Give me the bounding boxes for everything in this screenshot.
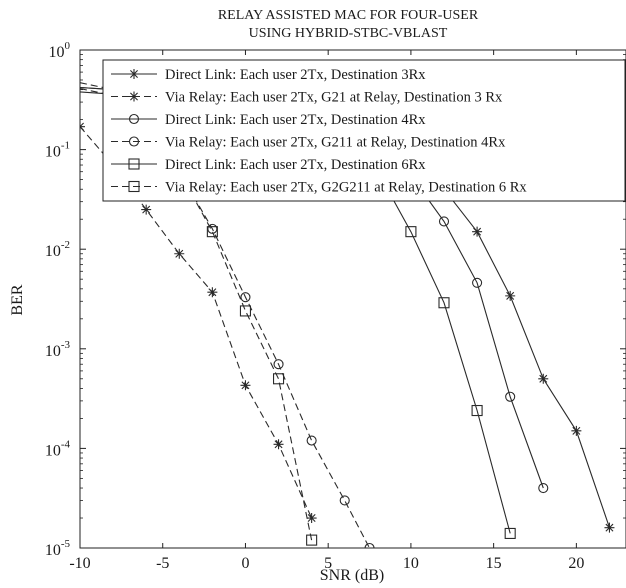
legend: Direct Link: Each user 2Tx, Destination … [102, 59, 626, 202]
data-point [128, 158, 140, 170]
chart-title-line-1: RELAY ASSISTED MAC FOR FOUR-USER [218, 8, 479, 23]
data-point [364, 542, 375, 548]
x-tick-label: 5 [324, 555, 332, 572]
data-point [306, 435, 317, 446]
data-point [273, 359, 284, 370]
data-point [141, 204, 152, 215]
data-point [505, 391, 516, 402]
legend-label: Via Relay: Each user 2Tx, G211 at Relay,… [165, 135, 506, 151]
data-point [472, 226, 483, 237]
data-point [206, 226, 218, 238]
data-point [129, 91, 139, 102]
data-point [538, 373, 549, 384]
legend-item: Via Relay: Each user 2Tx, G211 at Relay,… [111, 135, 506, 151]
plot-frame [79, 49, 626, 549]
y-tick-label: 10-5 [45, 538, 71, 559]
legend-item: Direct Link: Each user 2Tx, Destination … [111, 67, 426, 83]
legend-label: Direct Link: Each user 2Tx, Destination … [165, 157, 426, 173]
data-point [438, 297, 450, 309]
y-axis-label: BER [9, 284, 26, 315]
x-tick-label: 15 [486, 555, 502, 572]
data-point [128, 113, 140, 125]
data-point [472, 277, 483, 288]
y-tick-label: 10-2 [45, 239, 70, 260]
x-axis-label: SNR (dB) [320, 567, 384, 584]
x-tick-label: 10 [403, 555, 419, 572]
data-point [128, 136, 140, 147]
x-tick-label: 0 [241, 555, 249, 572]
x-tick-label: -10 [69, 555, 90, 572]
data-point [405, 226, 417, 238]
y-tick-label: 100 [49, 40, 71, 61]
data-point [240, 380, 251, 391]
legend-label: Via Relay: Each user 2Tx, G2G211 at Rela… [165, 180, 527, 196]
data-point [571, 425, 582, 436]
data-point [239, 305, 252, 317]
legend-label: Via Relay: Each user 2Tx, G21 at Relay, … [165, 90, 503, 106]
data-point [273, 439, 284, 450]
legend-label: Direct Link: Each user 2Tx, Destination … [165, 112, 426, 128]
legend-item: Direct Link: Each user 2Tx, Destination … [111, 112, 426, 128]
data-point [207, 287, 218, 298]
data-point [174, 248, 185, 259]
x-tick-label: -5 [156, 555, 169, 572]
data-point [128, 180, 140, 193]
data-point [438, 216, 450, 227]
legend-item: Via Relay: Each user 2Tx, G21 at Relay, … [111, 90, 503, 106]
series-line [80, 82, 313, 541]
data-point [240, 292, 251, 303]
y-tick-label: 10-4 [45, 438, 71, 459]
legend-item: Direct Link: Each user 2Tx, Destination … [111, 157, 426, 173]
chart-title-line-2: USING HYBRID-STBC-VBLAST [249, 26, 448, 41]
data-point [272, 373, 285, 385]
x-axis: -10 -5 0 5 10 15 20 [69, 50, 584, 572]
data-point [306, 513, 317, 524]
data-point [505, 290, 516, 301]
legend-label: Direct Link: Each user 2Tx, Destination … [165, 67, 426, 83]
data-point [129, 69, 139, 79]
data-point [504, 527, 516, 539]
y-tick-label: 10-3 [45, 339, 71, 360]
data-point [538, 482, 549, 494]
y-tick-label: 10-1 [45, 140, 70, 161]
data-point [306, 534, 318, 546]
legend-box [102, 59, 626, 202]
data-point [339, 495, 350, 506]
x-tick-label: 20 [568, 555, 584, 572]
legend-item: Via Relay: Each user 2Tx, G2G211 at Rela… [111, 180, 527, 196]
data-point [471, 404, 483, 417]
data-point [604, 522, 615, 533]
